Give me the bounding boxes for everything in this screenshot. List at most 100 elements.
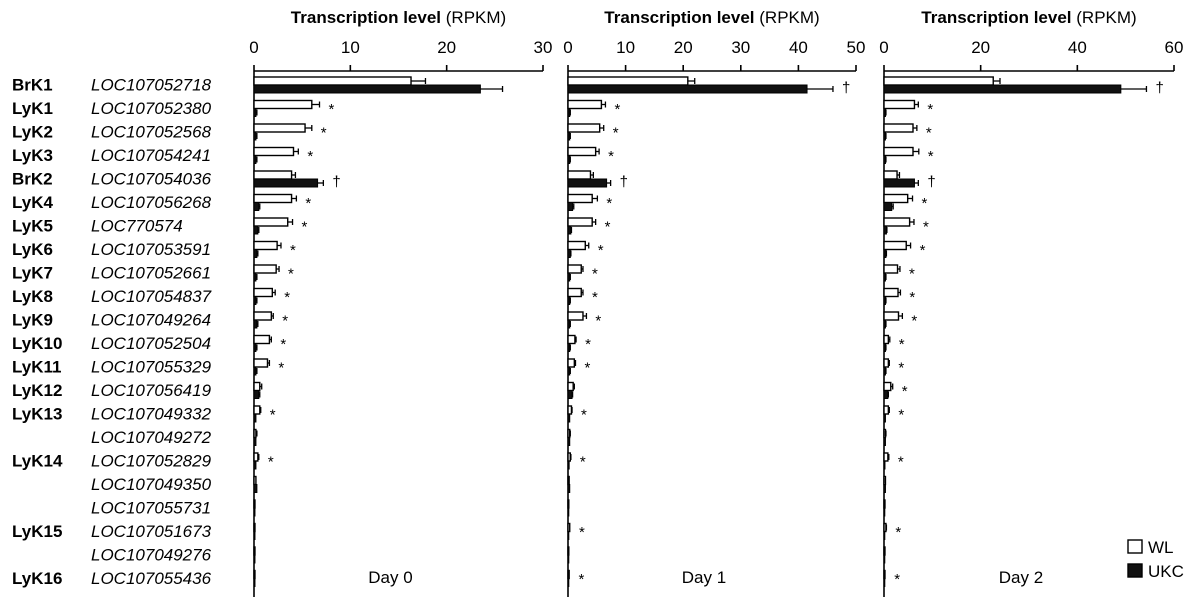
kinase-label: BrK1 (12, 76, 53, 95)
significance-mark: * (270, 407, 276, 424)
wl-bar (883, 569, 886, 580)
significance-mark: † (620, 174, 628, 191)
ukc-bar (883, 437, 886, 446)
wl-bar (883, 99, 916, 110)
gene-label: LOC107052661 (91, 264, 211, 283)
wl-bar (567, 76, 689, 86)
x-tick-label: 10 (341, 38, 360, 57)
ukc-bar (883, 296, 886, 305)
significance-mark: * (898, 454, 904, 471)
ukc-bar (883, 225, 887, 235)
wl-bar (567, 499, 570, 509)
kinase-label: LyK2 (12, 123, 53, 142)
wl-bar (883, 217, 911, 227)
significance-mark: * (592, 289, 598, 306)
gene-label: LOC107052504 (91, 334, 211, 353)
significance-mark: * (592, 266, 598, 283)
ukc-bar (883, 460, 886, 470)
kinase-label: LyK15 (12, 522, 62, 541)
legend-label: WL (1148, 538, 1174, 557)
ukc-bar (253, 108, 257, 117)
ukc-bar (567, 554, 570, 564)
significance-mark: * (927, 101, 933, 118)
ukc-bar (253, 554, 256, 564)
wl-bar (567, 428, 571, 439)
kinase-label: LyK14 (12, 452, 63, 471)
ukc-bar (567, 413, 571, 423)
wl-bar (567, 405, 573, 415)
wl-bar (253, 405, 261, 415)
ukc-bar (567, 343, 571, 352)
legend: WL UKC (1127, 538, 1184, 581)
x-tick-label: 0 (249, 38, 258, 57)
wl-bar (253, 311, 273, 321)
panel-day-1: Transcription level (RPKM)0 10 20 30 40 50†**… (563, 8, 865, 597)
ukc-bar (253, 578, 256, 587)
ukc-bar (253, 296, 257, 305)
gene-label: LOC107052829 (91, 452, 212, 471)
ukc-bar (567, 460, 570, 470)
wl-bar (883, 428, 887, 439)
wl-bar (253, 264, 277, 274)
kinase-label: LyK7 (12, 264, 53, 283)
ukc-bar (883, 272, 886, 282)
wl-bar (253, 193, 293, 204)
wl-bar (253, 146, 295, 157)
significance-mark: * (898, 360, 904, 377)
legend-swatch (1127, 563, 1143, 578)
wl-bar (567, 475, 570, 486)
significance-mark: * (329, 101, 335, 118)
ukc-bar (253, 178, 319, 188)
ukc-bar (253, 84, 481, 94)
wl-bar (567, 381, 574, 392)
ukc-bar (567, 390, 573, 399)
significance-mark: * (606, 195, 612, 212)
significance-mark: * (902, 383, 908, 400)
gene-label: LOC107056419 (91, 381, 212, 400)
kinase-label: LyK12 (12, 381, 62, 400)
x-tick-label: 10 (616, 38, 635, 57)
significance-mark: * (307, 148, 313, 165)
ukc-bar (883, 131, 886, 141)
x-tick-label: 50 (847, 38, 866, 57)
significance-mark: * (605, 219, 611, 236)
wl-bar (567, 546, 570, 556)
gene-label: LOC107054837 (91, 287, 212, 306)
wl-bar (253, 287, 274, 298)
significance-mark: * (922, 195, 928, 212)
kinase-label: LyK13 (12, 405, 62, 424)
wl-bar (253, 123, 306, 133)
ukc-bar (883, 178, 915, 188)
wl-bar (253, 428, 257, 439)
significance-mark: * (280, 336, 286, 353)
ukc-bar (253, 437, 257, 446)
wl-bar (883, 334, 890, 345)
ukc-bar (567, 84, 808, 94)
ukc-bar (567, 202, 574, 211)
significance-mark: * (598, 242, 604, 259)
gene-label: LOC107049272 (91, 428, 212, 447)
ukc-bar (883, 202, 893, 211)
ukc-bar (567, 131, 571, 141)
significance-mark: * (585, 336, 591, 353)
ukc-bar (883, 155, 886, 164)
gene-label: LOC107049350 (91, 475, 212, 494)
row-labels: BrK1 LOC107052718 LyK1 LOC107052380 LyK2 LOC1… (12, 76, 212, 589)
x-tick-label: 0 (563, 38, 572, 57)
ukc-bar (883, 390, 889, 399)
kinase-label: LyK11 (12, 358, 61, 377)
kinase-label: LyK1 (12, 99, 53, 118)
significance-mark: * (928, 148, 934, 165)
ukc-bar (883, 578, 886, 587)
gene-label: LOC107056268 (91, 193, 212, 212)
gene-label: LOC107052568 (91, 123, 212, 142)
wl-bar (883, 452, 889, 462)
wl-bar (567, 240, 586, 251)
ukc-bar (253, 272, 257, 282)
ukc-bar (883, 507, 886, 517)
x-tick-label: 20 (437, 38, 456, 57)
ukc-bar (253, 249, 258, 258)
significance-mark: * (895, 524, 901, 541)
ukc-bar (253, 319, 258, 329)
wl-bar (883, 358, 890, 368)
